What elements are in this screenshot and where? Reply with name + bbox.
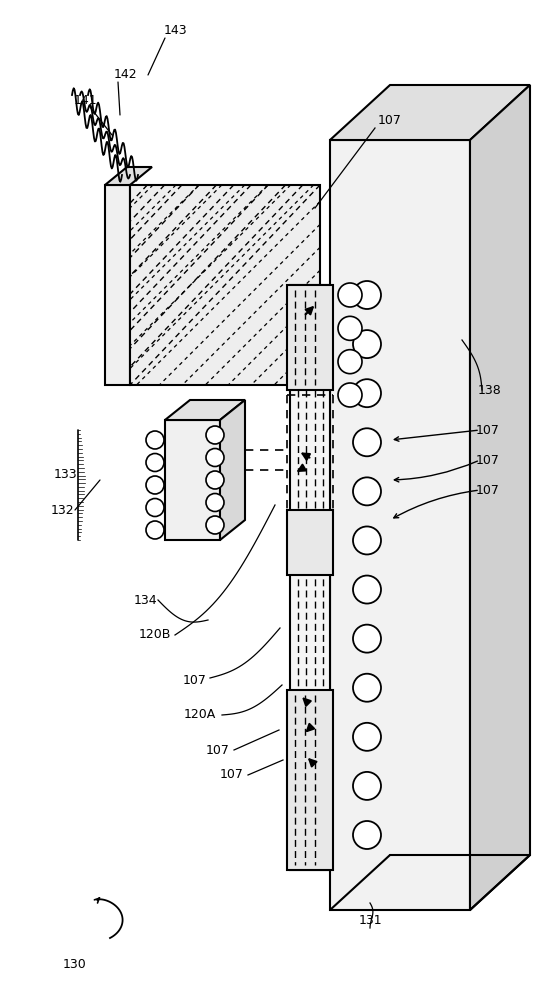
Text: 131: 131: [358, 914, 382, 926]
Circle shape: [338, 316, 362, 340]
Circle shape: [206, 471, 224, 489]
Polygon shape: [330, 85, 530, 140]
Text: 107: 107: [183, 674, 207, 686]
Circle shape: [353, 477, 381, 505]
Circle shape: [338, 383, 362, 407]
Text: 138: 138: [478, 383, 502, 396]
Circle shape: [206, 493, 224, 512]
Circle shape: [206, 516, 224, 534]
Polygon shape: [105, 185, 130, 385]
Text: 107: 107: [206, 744, 230, 756]
Circle shape: [353, 674, 381, 702]
Circle shape: [353, 723, 381, 751]
Text: 107: 107: [378, 113, 402, 126]
Polygon shape: [220, 400, 245, 540]
Circle shape: [353, 379, 381, 407]
Circle shape: [353, 428, 381, 456]
Circle shape: [206, 426, 224, 444]
Text: 142: 142: [113, 68, 137, 82]
Circle shape: [206, 448, 224, 466]
Circle shape: [353, 625, 381, 653]
Polygon shape: [470, 85, 530, 910]
Circle shape: [146, 498, 164, 516]
Text: 133: 133: [53, 468, 77, 482]
Circle shape: [146, 454, 164, 472]
FancyArrowPatch shape: [394, 490, 477, 518]
Circle shape: [353, 821, 381, 849]
Text: 134: 134: [133, 593, 157, 606]
Circle shape: [146, 431, 164, 449]
Circle shape: [353, 526, 381, 554]
Circle shape: [353, 330, 381, 358]
Text: 143: 143: [163, 23, 187, 36]
Polygon shape: [330, 140, 470, 910]
Text: 107: 107: [476, 454, 500, 466]
Polygon shape: [287, 690, 333, 870]
Polygon shape: [287, 285, 333, 390]
Circle shape: [338, 283, 362, 307]
Text: 132: 132: [50, 504, 74, 516]
Circle shape: [146, 521, 164, 539]
Text: 120A: 120A: [184, 708, 216, 722]
Text: 107: 107: [476, 424, 500, 436]
Polygon shape: [287, 510, 333, 575]
Text: 120B: 120B: [139, 629, 171, 642]
Polygon shape: [105, 167, 152, 185]
Polygon shape: [130, 185, 320, 385]
Circle shape: [353, 576, 381, 604]
Text: 141: 141: [73, 94, 97, 106]
Polygon shape: [290, 285, 330, 870]
Text: 107: 107: [476, 484, 500, 496]
Circle shape: [353, 281, 381, 309]
Circle shape: [146, 476, 164, 494]
Circle shape: [353, 772, 381, 800]
FancyArrowPatch shape: [394, 430, 477, 441]
Polygon shape: [165, 420, 220, 540]
FancyArrowPatch shape: [394, 461, 478, 482]
Text: 130: 130: [63, 958, 87, 972]
Circle shape: [338, 350, 362, 374]
Text: 107: 107: [220, 768, 244, 782]
Polygon shape: [165, 400, 245, 420]
